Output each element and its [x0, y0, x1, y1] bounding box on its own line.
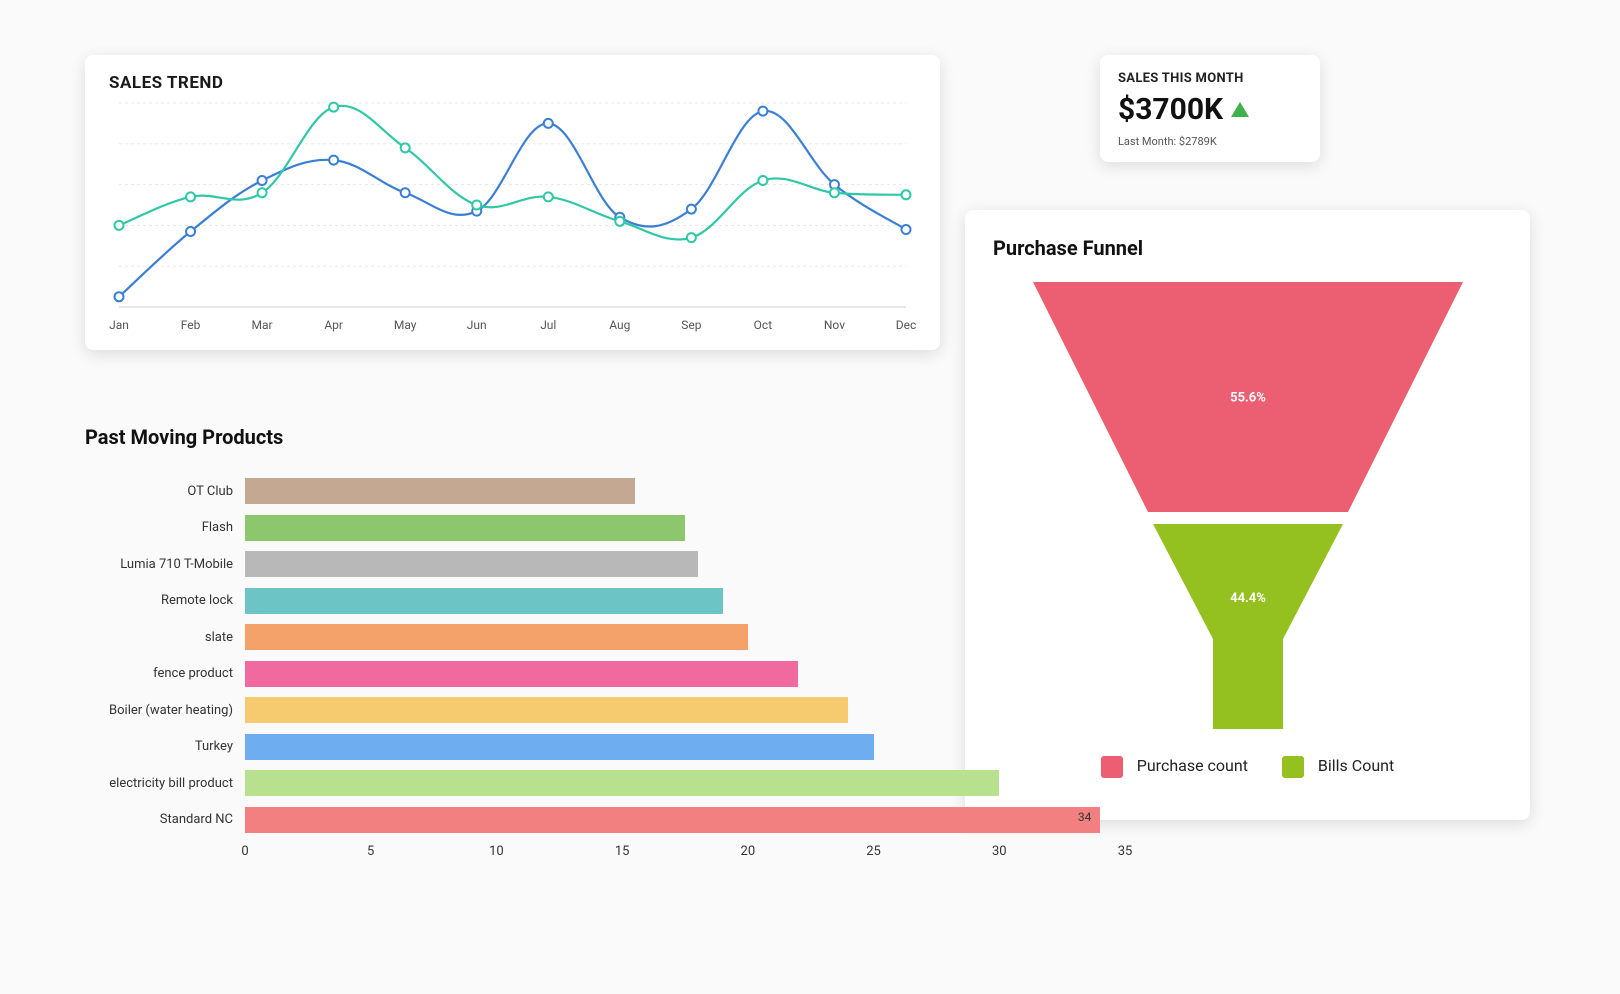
bar-fill: [245, 588, 723, 614]
trend-up-icon: [1231, 102, 1249, 117]
bar-xtick: 25: [866, 844, 881, 859]
bar-fill: [245, 770, 999, 796]
bar-xtick: 10: [489, 844, 504, 859]
bar-fill: [245, 478, 635, 504]
bar-fill: [245, 515, 685, 541]
bar-row: Standard NC 34: [85, 802, 1110, 839]
bar-row: electricity bill product: [85, 765, 1110, 802]
bar-row: Flash: [85, 510, 1110, 547]
sales-this-month-card: SALES THIS MONTH $3700K Last Month: $278…: [1100, 55, 1320, 162]
bar-value-label: 34: [1078, 810, 1092, 824]
sales-trend-card: SALES TREND Jan Feb Mar Apr May Jun Jul Aug Sep O…: [85, 55, 940, 350]
svg-text:Mar: Mar: [252, 318, 273, 332]
funnel-legend-label: Bills Count: [1318, 756, 1394, 775]
bar-label: slate: [85, 630, 245, 645]
bar-fill: [245, 624, 748, 650]
sales-month-value: $3700K: [1118, 92, 1223, 127]
bar-xtick: 35: [1118, 844, 1133, 859]
bar-xtick: 0: [241, 844, 248, 859]
bar-label: Boiler (water heating): [85, 703, 245, 718]
bar-xtick: 30: [992, 844, 1007, 859]
bar-track: 34: [245, 807, 1110, 833]
bar-xtick: 20: [741, 844, 756, 859]
svg-text:Feb: Feb: [181, 318, 201, 332]
svg-text:55.6%: 55.6%: [1230, 391, 1266, 406]
bar-row: fence product: [85, 656, 1110, 693]
bar-label: Remote lock: [85, 593, 245, 608]
bar-xaxis: 05101520253035: [245, 844, 1125, 868]
bar-track: [245, 515, 1110, 541]
sales-trend-chart: Jan Feb Mar Apr May Jun Jul Aug Sep Oct Nov Dec: [109, 93, 916, 335]
bar-label: fence product: [85, 666, 245, 681]
svg-text:Apr: Apr: [324, 318, 343, 332]
bar-row: Turkey: [85, 729, 1110, 766]
bar-fill: [245, 661, 798, 687]
bar-track: [245, 551, 1110, 577]
sales-month-sublabel: Last Month: $2789K: [1118, 135, 1302, 148]
bar-label: Standard NC: [85, 812, 245, 827]
svg-text:Aug: Aug: [609, 318, 630, 332]
past-products-title: Past Moving Products: [85, 425, 1110, 449]
svg-text:Jan: Jan: [109, 318, 129, 332]
bar-xtick: 5: [367, 844, 374, 859]
bar-track: [245, 588, 1110, 614]
bar-row: slate: [85, 619, 1110, 656]
bar-label: Flash: [85, 520, 245, 535]
past-products-chart: OT Club Flash Lumia 710 T-Mobile Remote loc…: [85, 473, 1110, 868]
bar-label: electricity bill product: [85, 776, 245, 791]
bar-fill: [245, 807, 1100, 833]
svg-text:44.4%: 44.4%: [1230, 591, 1266, 606]
bar-track: [245, 624, 1110, 650]
svg-text:Dec: Dec: [896, 318, 916, 332]
svg-text:Jun: Jun: [467, 318, 487, 332]
funnel-legend-label: Purchase count: [1137, 756, 1248, 775]
bar-track: [245, 661, 1110, 687]
svg-text:Nov: Nov: [824, 318, 845, 332]
bar-row: OT Club: [85, 473, 1110, 510]
past-moving-products-section: Past Moving Products OT Club Flash Lumia 7…: [85, 425, 1110, 868]
bar-track: [245, 770, 1110, 796]
bar-track: [245, 478, 1110, 504]
bar-fill: [245, 551, 698, 577]
svg-text:Jul: Jul: [540, 318, 556, 332]
bar-row: Boiler (water heating): [85, 692, 1110, 729]
bar-label: OT Club: [85, 484, 245, 499]
bar-fill: [245, 734, 874, 760]
bar-label: Lumia 710 T-Mobile: [85, 557, 245, 572]
svg-text:May: May: [394, 318, 417, 332]
svg-text:Sep: Sep: [681, 318, 701, 332]
svg-text:Oct: Oct: [754, 318, 773, 332]
bar-row: Lumia 710 T-Mobile: [85, 546, 1110, 583]
sales-month-label: SALES THIS MONTH: [1118, 71, 1302, 86]
funnel-legend-item: Purchase count: [1101, 756, 1248, 778]
funnel-title: Purchase Funnel: [993, 236, 1502, 260]
bar-track: [245, 734, 1110, 760]
bar-track: [245, 697, 1110, 723]
bar-fill: [245, 697, 848, 723]
bar-xtick: 15: [615, 844, 630, 859]
funnel-legend-swatch: [1282, 756, 1304, 778]
bar-row: Remote lock: [85, 583, 1110, 620]
funnel-legend-item: Bills Count: [1282, 756, 1394, 778]
bar-label: Turkey: [85, 739, 245, 754]
sales-trend-title: SALES TREND: [109, 73, 916, 93]
